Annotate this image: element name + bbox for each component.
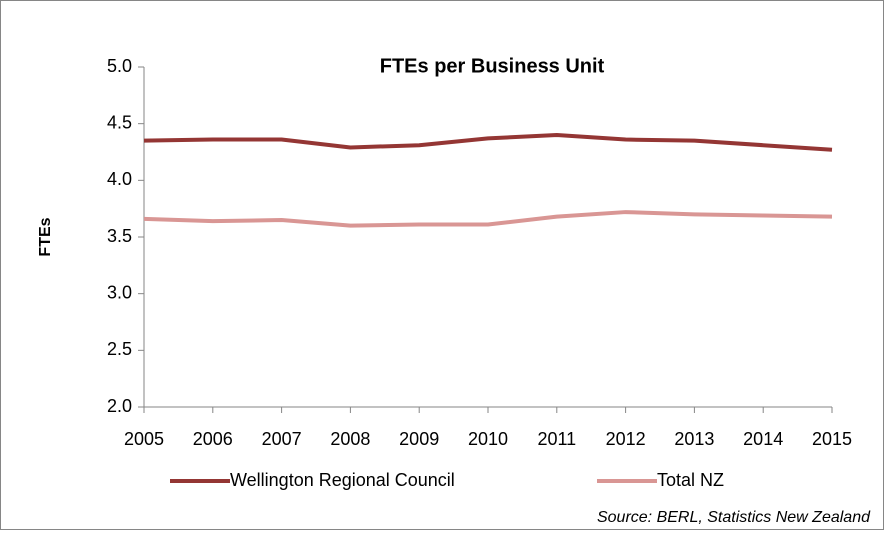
legend-label: Total NZ bbox=[657, 470, 724, 490]
x-tick-label: 2012 bbox=[606, 429, 646, 449]
y-tick-label: 2.5 bbox=[107, 339, 132, 359]
x-tick-label: 2014 bbox=[743, 429, 783, 449]
x-tick-label: 2015 bbox=[812, 429, 852, 449]
legend-label: Wellington Regional Council bbox=[230, 470, 455, 490]
chart-title: FTEs per Business Unit bbox=[380, 55, 605, 77]
y-tick-label: 2.0 bbox=[107, 396, 132, 416]
x-tick-label: 2007 bbox=[262, 429, 302, 449]
source-note: Source: BERL, Statistics New Zealand bbox=[597, 509, 871, 526]
y-tick-label: 3.5 bbox=[107, 226, 132, 246]
x-tick-label: 2005 bbox=[124, 429, 164, 449]
x-tick-label: 2013 bbox=[674, 429, 714, 449]
y-tick-label: 3.0 bbox=[107, 282, 132, 302]
y-tick-label: 5.0 bbox=[107, 56, 132, 76]
series-line bbox=[143, 210, 833, 228]
x-tick-label: 2006 bbox=[193, 429, 233, 449]
y-tick-label: 4.5 bbox=[107, 112, 132, 132]
x-tick-label: 2010 bbox=[468, 429, 508, 449]
y-axis-label: FTEs bbox=[37, 217, 54, 256]
series-line bbox=[143, 133, 833, 152]
x-tick-label: 2011 bbox=[537, 429, 576, 449]
x-tick-label: 2008 bbox=[330, 429, 370, 449]
x-tick-label: 2009 bbox=[399, 429, 439, 449]
y-tick-label: 4.0 bbox=[107, 169, 132, 189]
